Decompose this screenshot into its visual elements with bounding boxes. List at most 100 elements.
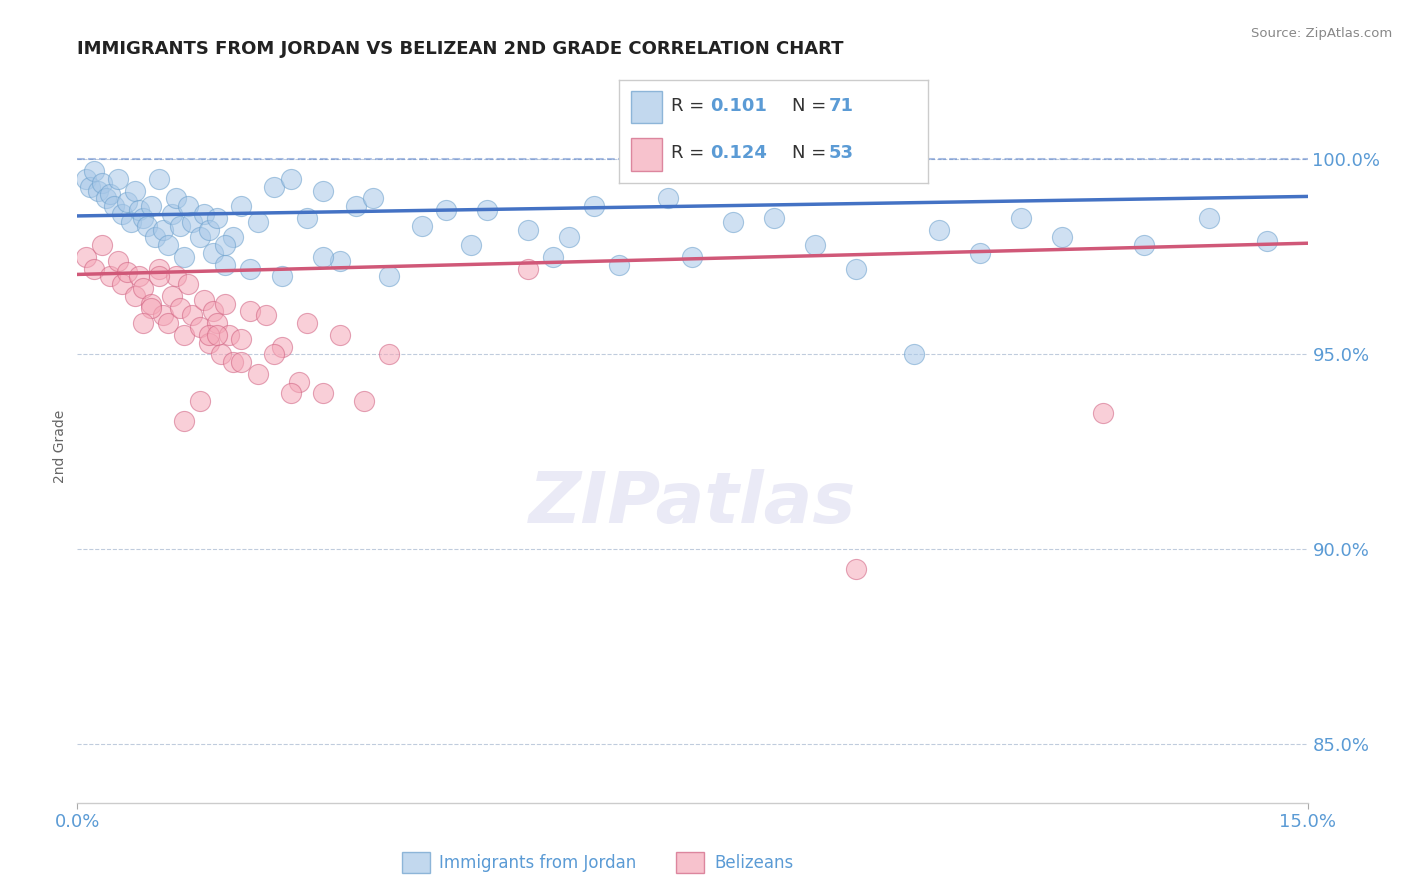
Point	[288, 375, 311, 389]
Point	[280, 172, 302, 186]
Point	[361, 191, 384, 205]
Point	[90, 176, 114, 190]
Point	[124, 184, 146, 198]
Point	[177, 199, 200, 213]
Point	[173, 250, 195, 264]
Point	[218, 327, 240, 342]
Point	[460, 238, 482, 252]
Point	[111, 277, 134, 292]
Point	[111, 207, 134, 221]
Point	[94, 191, 117, 205]
Point	[1010, 211, 1032, 225]
Point	[197, 222, 219, 236]
Point	[141, 296, 163, 310]
Text: 0.124: 0.124	[710, 144, 766, 161]
Point	[124, 289, 146, 303]
Point	[160, 289, 183, 303]
Point	[188, 230, 212, 244]
Point	[1198, 211, 1220, 225]
Point	[329, 253, 352, 268]
Point	[353, 394, 375, 409]
Point	[205, 316, 228, 330]
Point	[214, 238, 236, 252]
Point	[128, 269, 150, 284]
Point	[246, 215, 269, 229]
Point	[83, 164, 105, 178]
Point	[378, 269, 401, 284]
Point	[83, 261, 105, 276]
Point	[193, 293, 215, 307]
Point	[193, 207, 215, 221]
Point	[87, 184, 110, 198]
Text: 53: 53	[830, 144, 853, 161]
Point	[969, 246, 991, 260]
Point	[188, 394, 212, 409]
Point	[477, 203, 499, 218]
Point	[205, 327, 228, 342]
Point	[136, 219, 159, 233]
Point	[271, 340, 294, 354]
Point	[214, 296, 236, 310]
Point	[197, 327, 219, 342]
Point	[239, 261, 262, 276]
Point	[79, 179, 101, 194]
Text: 0.101: 0.101	[710, 97, 766, 115]
Point	[723, 215, 745, 229]
FancyBboxPatch shape	[676, 852, 704, 873]
FancyBboxPatch shape	[631, 91, 662, 123]
Point	[1091, 406, 1114, 420]
Point	[98, 269, 121, 284]
Point	[177, 277, 200, 292]
Point	[541, 250, 564, 264]
Point	[280, 386, 302, 401]
Point	[188, 320, 212, 334]
Text: Immigrants from Jordan: Immigrants from Jordan	[439, 854, 636, 871]
Text: N =: N =	[792, 97, 832, 115]
Point	[115, 265, 138, 279]
Text: N =: N =	[792, 144, 832, 161]
Point	[181, 309, 204, 323]
Point	[804, 238, 827, 252]
Point	[583, 199, 606, 213]
Point	[295, 211, 318, 225]
Point	[1132, 238, 1154, 252]
Point	[271, 269, 294, 284]
Point	[98, 187, 121, 202]
Point	[75, 172, 97, 186]
Point	[263, 347, 285, 361]
Text: ZIPatlas: ZIPatlas	[529, 468, 856, 538]
Point	[558, 230, 581, 244]
Point	[657, 191, 679, 205]
Point	[107, 172, 129, 186]
Point	[107, 253, 129, 268]
Point	[845, 261, 868, 276]
Point	[132, 211, 155, 225]
Point	[214, 258, 236, 272]
Point	[103, 199, 125, 213]
Point	[141, 301, 163, 315]
Text: 71: 71	[830, 97, 853, 115]
Point	[682, 250, 704, 264]
Point	[148, 269, 170, 284]
Point	[312, 250, 335, 264]
Point	[1256, 234, 1278, 248]
Text: Belizeans: Belizeans	[714, 854, 793, 871]
Point	[173, 414, 195, 428]
Text: IMMIGRANTS FROM JORDAN VS BELIZEAN 2ND GRADE CORRELATION CHART: IMMIGRANTS FROM JORDAN VS BELIZEAN 2ND G…	[77, 40, 844, 58]
Point	[517, 261, 540, 276]
Point	[173, 327, 195, 342]
Point	[205, 211, 228, 225]
Point	[132, 316, 155, 330]
Point	[209, 347, 232, 361]
Point	[903, 347, 925, 361]
Point	[160, 207, 183, 221]
Point	[197, 335, 219, 350]
Point	[231, 199, 253, 213]
Point	[165, 191, 187, 205]
Point	[329, 327, 352, 342]
Point	[165, 269, 187, 284]
Point	[254, 309, 277, 323]
Point	[239, 304, 262, 318]
Point	[90, 238, 114, 252]
Point	[120, 215, 142, 229]
